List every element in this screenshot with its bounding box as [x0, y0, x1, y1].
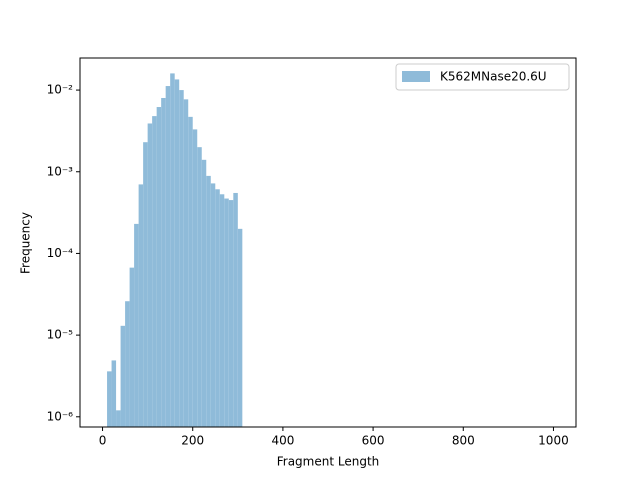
bar: [219, 194, 225, 427]
bar: [170, 73, 175, 427]
bar: [125, 301, 130, 427]
bar: [143, 142, 148, 427]
bar: [233, 192, 238, 427]
bar: [201, 159, 207, 427]
bar: [156, 107, 162, 427]
bar: [120, 325, 126, 427]
bar: [197, 147, 202, 427]
bar: [237, 228, 243, 427]
bar: [165, 86, 171, 427]
bar: [224, 198, 229, 427]
bar: [107, 371, 112, 427]
x-tick-label: 0: [99, 434, 107, 448]
bar: [138, 184, 144, 427]
bar: [174, 79, 180, 427]
bar: [183, 99, 189, 428]
bar: [179, 90, 184, 428]
x-tick-label: 800: [452, 434, 475, 448]
y-tick-label: 10⁻²: [47, 83, 74, 97]
bar: [129, 267, 135, 427]
x-axis-label: Fragment Length: [277, 455, 380, 469]
plot-frame: [79, 57, 577, 428]
legend-box: [395, 63, 570, 91]
x-tick-label: 400: [271, 434, 294, 448]
y-tick-label: 10⁻⁵: [47, 328, 74, 342]
bar: [147, 123, 153, 428]
bar: [210, 183, 216, 427]
bar: [188, 116, 193, 427]
y-tick-label: 10⁻⁶: [47, 409, 74, 423]
x-tick-label: 600: [362, 434, 385, 448]
bar: [152, 116, 157, 427]
bar: [111, 360, 117, 427]
y-tick-label: 10⁻³: [47, 164, 74, 178]
y-axis-label: Frequency: [19, 212, 33, 274]
bar: [206, 175, 211, 427]
legend-swatch: [402, 71, 430, 82]
bar: [215, 189, 220, 427]
bar: [116, 410, 121, 427]
x-tick-label: 1000: [538, 434, 569, 448]
x-tick-label: 200: [181, 434, 204, 448]
bar: [161, 97, 166, 428]
legend-label: K562MNase20.6U: [440, 70, 547, 84]
bar: [228, 200, 234, 427]
bar: [134, 223, 139, 427]
bar: [192, 129, 198, 427]
y-tick-label: 10⁻⁴: [47, 246, 74, 260]
